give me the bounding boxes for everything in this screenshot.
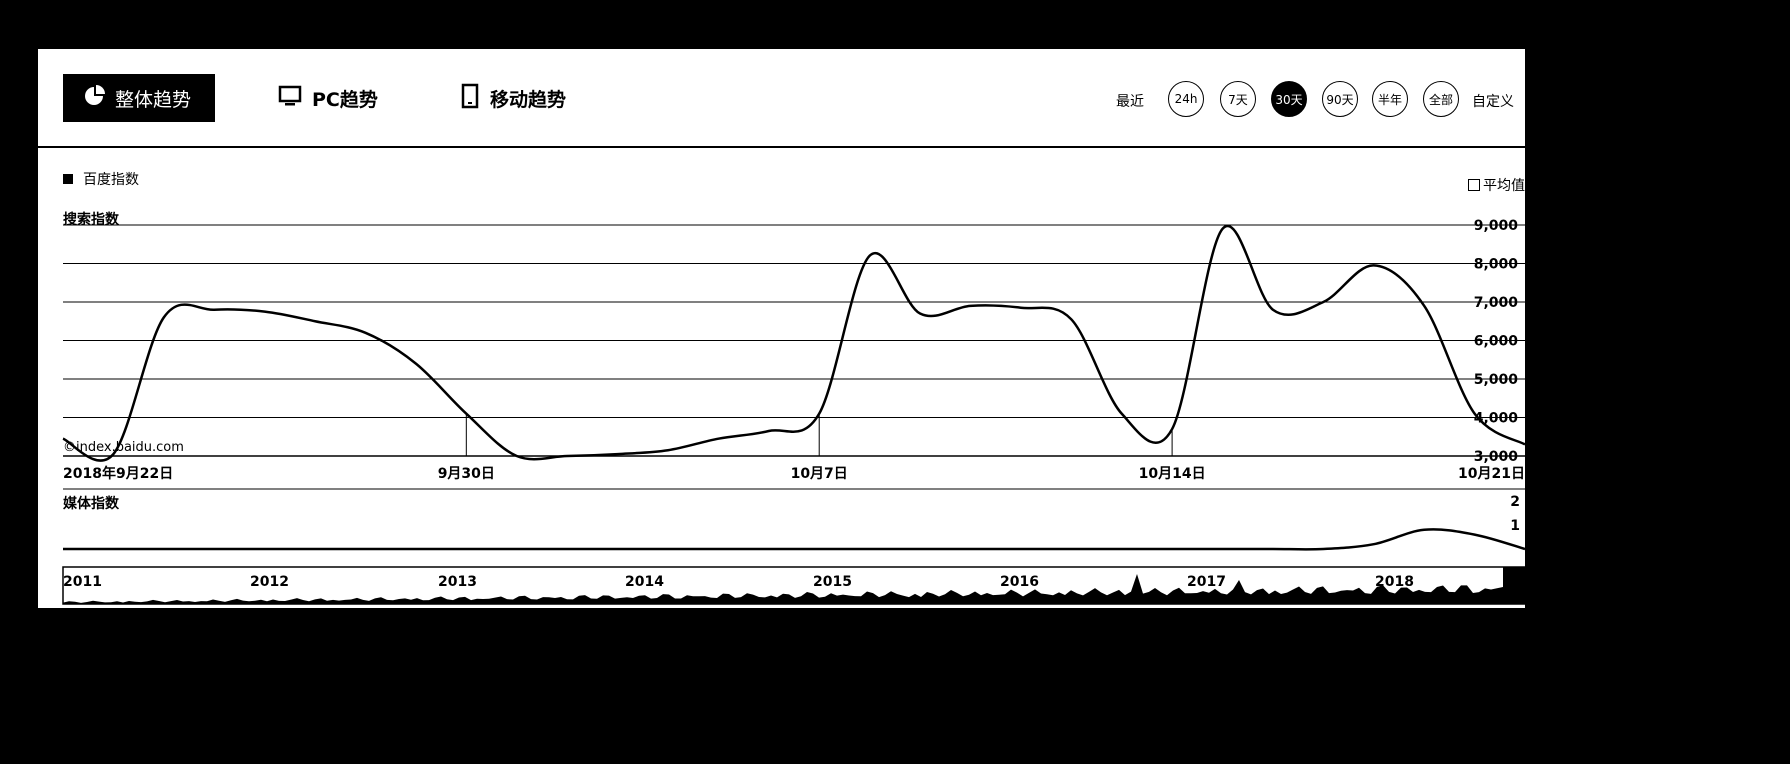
- overview-year-label: 2015: [813, 574, 852, 590]
- media-index-title: 媒体指数: [63, 496, 119, 512]
- y-tick-label: 6,000: [1474, 334, 1519, 350]
- toolbar: 整体趋势 PC趋势 移动趋势 最近 24h 7天 30天 90天 半年 全部 自…: [38, 49, 1525, 147]
- charts-svg: 9,000 8,000 7,000 6,000 5,000 4,000 3,000 2018年…: [62, 218, 1525, 605]
- y-tick-label: 8,000: [1474, 257, 1519, 273]
- range-custom-link[interactable]: 自定义: [1472, 94, 1514, 110]
- range-all-button[interactable]: 全部: [1423, 81, 1459, 117]
- tab-overall-trend[interactable]: 整体趋势: [63, 74, 216, 122]
- tab-pc-trend[interactable]: PC趋势: [278, 74, 378, 122]
- toolbar-divider: [38, 146, 1525, 148]
- x-tick-label: 9月30日: [438, 466, 495, 482]
- range-prefix: 最近: [1116, 94, 1144, 110]
- y-tick-label: 4,000: [1474, 411, 1519, 427]
- y-axis-title: 搜索指数: [63, 212, 119, 228]
- legend-label: 百度指数: [83, 172, 139, 188]
- range-half-year-button[interactable]: 半年: [1372, 81, 1408, 117]
- media-series-line: [62, 528, 1525, 551]
- checkbox-icon: [1468, 179, 1480, 191]
- y-tick-label: 5,000: [1474, 372, 1519, 388]
- overview-year-label: 2012: [250, 574, 289, 590]
- x-tick-label: 10月7日: [791, 466, 848, 482]
- legend-swatch: [63, 174, 73, 184]
- x-tick-label: 2018年9月22日: [63, 465, 173, 482]
- range-7d-button[interactable]: 7天: [1220, 81, 1256, 117]
- y-tick-label: 7,000: [1474, 295, 1519, 311]
- media-y-tick-label: 2: [1510, 494, 1520, 510]
- tab-mobile-trend[interactable]: 移动趋势: [460, 74, 566, 122]
- chart-panel: 整体趋势 PC趋势 移动趋势 最近 24h 7天 30天 90天 半年 全部 自…: [38, 49, 1525, 608]
- tab-mobile-label: 移动趋势: [490, 88, 567, 111]
- average-label: 平均值: [1483, 178, 1525, 194]
- series-line: [62, 224, 1525, 462]
- overview-year-label: 2011: [63, 574, 102, 590]
- tab-overall-label: 整体趋势: [115, 88, 192, 111]
- pie-chart-icon: [83, 84, 105, 112]
- range-24h-button[interactable]: 24h: [1168, 81, 1204, 117]
- x-tick-label: 10月21日: [1458, 466, 1525, 482]
- range-30d-button[interactable]: 30天: [1271, 81, 1307, 117]
- overview-area: [63, 574, 1503, 604]
- range-90d-button[interactable]: 90天: [1322, 81, 1358, 117]
- y-tick-label: 9,000: [1474, 218, 1519, 234]
- y-tick-label: 3,000: [1474, 449, 1519, 465]
- overview-year-label: 2016: [1000, 574, 1039, 590]
- monitor-icon: [278, 84, 302, 113]
- x-tick-label: 10月14日: [1139, 466, 1206, 482]
- overview-year-label: 2013: [438, 574, 477, 590]
- average-toggle[interactable]: 平均值: [1468, 175, 1525, 195]
- watermark-text: ©index.baidu.com: [63, 440, 184, 455]
- tab-pc-label: PC趋势: [312, 88, 378, 111]
- tablet-icon: [460, 83, 480, 114]
- media-y-tick-label: 1: [1510, 518, 1520, 534]
- overview-selection-handle: [1503, 567, 1525, 604]
- legend: 百度指数: [63, 169, 139, 189]
- overview-year-label: 2018: [1375, 574, 1414, 590]
- overview-year-label: 2014: [625, 574, 664, 590]
- overview-year-label: 2017: [1187, 574, 1226, 590]
